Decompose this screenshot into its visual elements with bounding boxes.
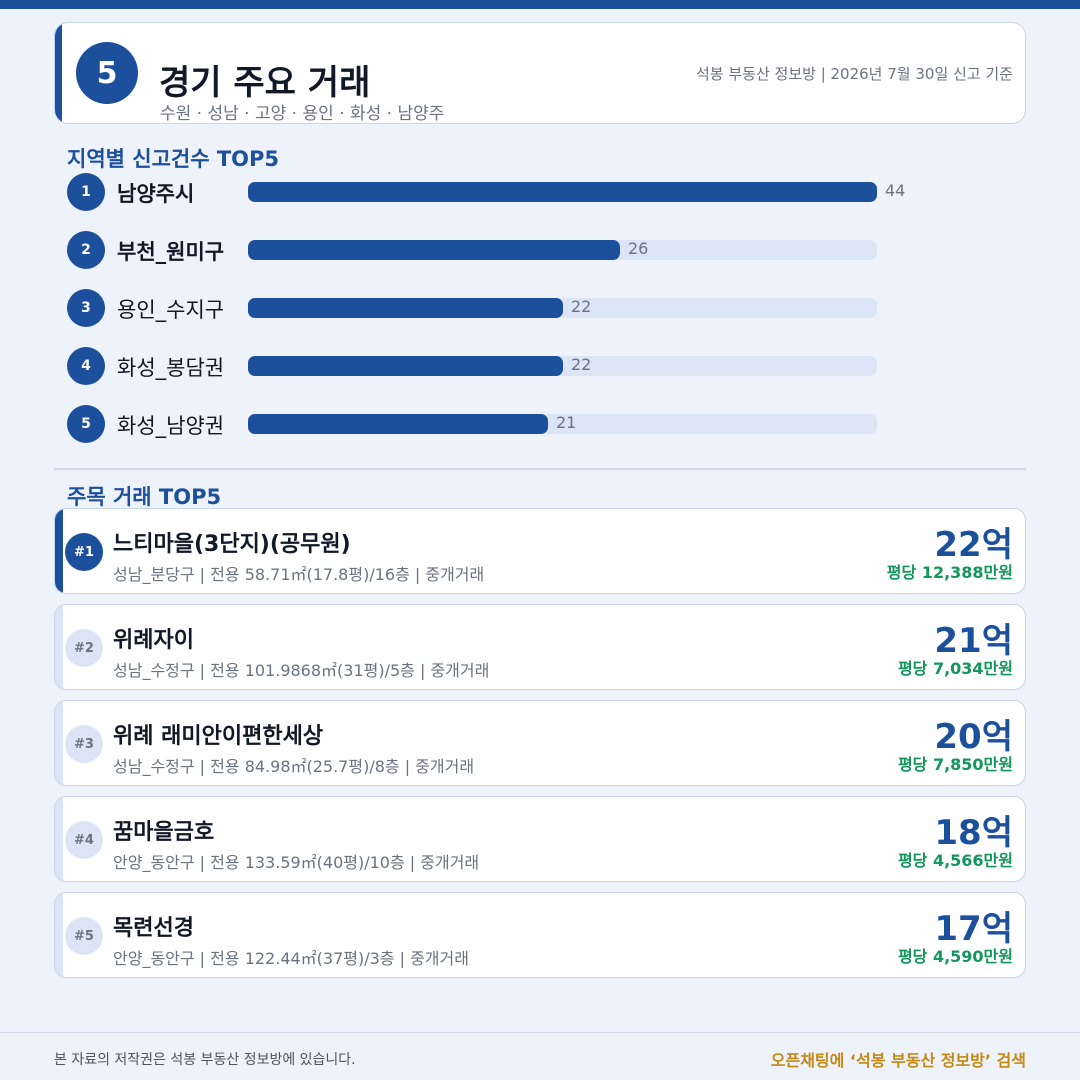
bar-track — [248, 356, 877, 376]
ranking-section-title: 지역별 신고건수 TOP5 — [67, 147, 280, 171]
deal-detail: 성남_수정구 | 전용 84.98㎡(25.7평)/8층 | 중개거래 — [113, 757, 475, 776]
deal-price-per-pyeong: 평당 7,034만원 — [897, 659, 1013, 678]
bar-fill — [248, 414, 548, 434]
ranking-row: 4 화성_봉담권 22 — [67, 346, 927, 386]
deal-accent — [55, 701, 63, 785]
bar-value: 21 — [556, 413, 577, 432]
bar-track — [248, 414, 877, 434]
deal-price-per-pyeong: 평당 12,388만원 — [886, 563, 1013, 582]
rank-number: 4 — [67, 347, 105, 385]
bar-value: 26 — [628, 239, 649, 258]
deal-detail: 안양_동안구 | 전용 122.44㎡(37평)/3층 | 중개거래 — [113, 949, 469, 968]
deal-name: 목련선경 — [113, 916, 194, 941]
deal-price-per-pyeong: 평당 4,566만원 — [897, 851, 1013, 870]
rank-number: 2 — [67, 231, 105, 269]
deal-card: #2 위례자이 성남_수정구 | 전용 101.9868㎡(31평)/5층 | … — [54, 604, 1026, 690]
rank-label: 부천_원미구 — [117, 240, 225, 264]
top-accent-bar — [0, 0, 1080, 9]
deal-price: 21억 — [934, 621, 1013, 661]
deal-rank-badge: #2 — [65, 629, 103, 667]
rank-label: 남양주시 — [117, 182, 195, 206]
bar-track — [248, 298, 877, 318]
deal-accent — [55, 605, 63, 689]
bar-value: 44 — [885, 181, 906, 200]
page-number-badge: 5 — [76, 42, 138, 104]
page-source: 석봉 부동산 정보방 | 2026년 7월 30일 신고 기준 — [695, 65, 1013, 83]
bar-fill — [248, 182, 877, 202]
deal-price: 22억 — [934, 525, 1013, 565]
rank-label: 화성_봉담권 — [117, 356, 225, 380]
footer-cta: 오픈채팅에 ‘석봉 부동산 정보방’ 검색 — [770, 1051, 1026, 1070]
deal-card: #1 느티마을(3단지)(공무원) 성남_분당구 | 전용 58.71㎡(17.… — [54, 508, 1026, 594]
deal-price-per-pyeong: 평당 7,850만원 — [897, 755, 1013, 774]
deal-card: #4 꿈마을금호 안양_동안구 | 전용 133.59㎡(40평)/10층 | … — [54, 796, 1026, 882]
page-subtitle: 수원 · 성남 · 고양 · 용인 · 화성 · 남양주 — [160, 104, 445, 124]
deal-detail: 성남_수정구 | 전용 101.9868㎡(31평)/5층 | 중개거래 — [113, 661, 490, 680]
deal-card: #3 위례 래미안이편한세상 성남_수정구 | 전용 84.98㎡(25.7평)… — [54, 700, 1026, 786]
deal-name: 위례자이 — [113, 628, 194, 653]
rank-number: 3 — [67, 289, 105, 327]
bar-value: 22 — [571, 297, 592, 316]
deal-name: 느티마을(3단지)(공무원) — [113, 532, 351, 557]
bar-track — [248, 240, 877, 260]
rank-number: 5 — [67, 405, 105, 443]
ranking-row: 3 용인_수지구 22 — [67, 288, 927, 328]
deal-name: 꿈마을금호 — [113, 820, 215, 845]
deal-detail: 성남_분당구 | 전용 58.71㎡(17.8평)/16층 | 중개거래 — [113, 565, 485, 584]
header-accent — [55, 23, 62, 123]
deal-accent — [55, 893, 63, 977]
rank-label: 용인_수지구 — [117, 298, 225, 322]
deal-price-per-pyeong: 평당 4,590만원 — [897, 947, 1013, 966]
page-title: 경기 주요 거래 — [159, 63, 371, 103]
deals-section-title: 주목 거래 TOP5 — [67, 485, 222, 509]
deal-name: 위례 래미안이편한세상 — [113, 724, 324, 749]
bar-fill — [248, 240, 620, 260]
deal-accent — [55, 797, 63, 881]
ranking-row: 1 남양주시 44 — [67, 172, 927, 212]
deal-price: 20억 — [934, 717, 1013, 757]
bar-fill — [248, 356, 563, 376]
bar-value: 22 — [571, 355, 592, 374]
rank-number: 1 — [67, 173, 105, 211]
deal-card: #5 목련선경 안양_동안구 | 전용 122.44㎡(37평)/3층 | 중개… — [54, 892, 1026, 978]
ranking-row: 2 부천_원미구 26 — [67, 230, 927, 270]
footer-divider — [0, 1032, 1080, 1033]
deal-rank-badge: #4 — [65, 821, 103, 859]
bar-fill — [248, 298, 563, 318]
bar-track — [248, 182, 877, 202]
deal-price: 18억 — [934, 813, 1013, 853]
deal-price: 17억 — [934, 909, 1013, 949]
rank-label: 화성_남양권 — [117, 414, 225, 438]
deal-rank-badge: #5 — [65, 917, 103, 955]
ranking-row: 5 화성_남양권 21 — [67, 404, 927, 444]
header-card: 5 경기 주요 거래 수원 · 성남 · 고양 · 용인 · 화성 · 남양주 … — [54, 22, 1026, 124]
deal-rank-badge: #1 — [65, 533, 103, 571]
deal-accent — [55, 509, 63, 593]
footer-copyright: 본 자료의 저작권은 석봉 부동산 정보방에 있습니다. — [54, 1052, 356, 1068]
section-divider — [54, 468, 1026, 470]
deal-rank-badge: #3 — [65, 725, 103, 763]
deal-detail: 안양_동안구 | 전용 133.59㎡(40평)/10층 | 중개거래 — [113, 853, 480, 872]
